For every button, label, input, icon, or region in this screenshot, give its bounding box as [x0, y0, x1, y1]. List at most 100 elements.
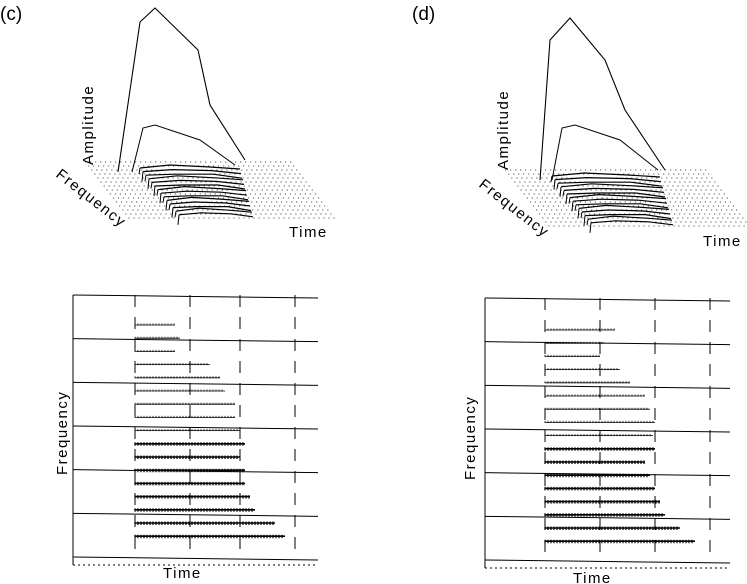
energy-band: [134, 415, 235, 418]
ridge-tick: [174, 211, 177, 218]
ridge-tick: [141, 171, 144, 182]
ridge-line: [157, 185, 247, 192]
row-separator: [484, 297, 731, 302]
row-separator: [72, 556, 319, 561]
ridge-line: [554, 176, 662, 183]
ridge-line: [563, 187, 665, 193]
ridge-tick: [562, 190, 565, 197]
row-separator: [484, 384, 731, 389]
energy-band: [544, 354, 600, 357]
ridge-line: [154, 184, 246, 190]
ridge-tick: [144, 175, 147, 182]
ridge-tick: [550, 175, 553, 183]
panel-c-frequency-label: Frequency: [54, 391, 71, 475]
ridge-tick: [577, 208, 580, 219]
ridge-tick: [150, 182, 153, 189]
panel-c-spectrogram: Frequency Time: [54, 294, 319, 582]
row-separator: [484, 428, 731, 433]
row-separator: [72, 425, 319, 430]
energy-band: [544, 328, 615, 331]
panel-d-secondary-peak: [551, 124, 659, 181]
ridge-tick: [156, 189, 159, 196]
ridge-line: [151, 179, 245, 185]
energy-band: [544, 434, 651, 437]
energy-band: [134, 349, 175, 352]
ridge-line: [590, 220, 674, 226]
energy-band: [134, 363, 208, 366]
ridge-tick: [589, 222, 592, 233]
panel-d-ridge-lines: [550, 172, 674, 233]
row-separator: [72, 338, 319, 343]
ridge-tick: [159, 193, 162, 204]
energy-band: [544, 407, 648, 410]
panel-d-amplitude-label: Amplitude: [495, 90, 512, 170]
ridge-line: [566, 192, 666, 198]
energy-band: [544, 394, 645, 397]
panel-c-amplitude-label: Amplitude: [80, 85, 97, 165]
energy-band: [134, 336, 178, 339]
ridge-line: [569, 193, 667, 200]
ridge-tick: [138, 167, 141, 175]
ridge-line: [142, 168, 242, 175]
ridge-line: [587, 215, 673, 221]
energy-band: [134, 429, 238, 432]
ridge-line: [139, 164, 241, 170]
ridge-tick: [559, 186, 562, 197]
ridge-line: [148, 175, 244, 181]
panel-c-spectrogram-bands: [134, 323, 285, 539]
ridge-line: [169, 201, 251, 207]
ridge-line: [581, 209, 671, 215]
ridge-line: [166, 196, 250, 202]
ridge-tick: [574, 204, 577, 211]
panel-d-surface-frequency-label: Frequency: [476, 176, 553, 241]
ridge-tick: [553, 179, 556, 190]
energy-band: [544, 381, 630, 384]
ridge-tick: [583, 215, 586, 226]
ridge-tick: [171, 207, 174, 218]
ridge-tick: [571, 201, 574, 212]
ridge-tick: [162, 196, 165, 203]
ridge-tick: [177, 214, 180, 225]
energy-band: [134, 402, 235, 405]
ridge-tick: [147, 178, 150, 189]
row-separator: [484, 341, 731, 346]
ridge-tick: [565, 193, 568, 205]
ridge-line: [175, 207, 253, 213]
ridge-line: [145, 173, 243, 179]
ridge-tick: [580, 211, 583, 219]
ridge-line: [172, 206, 252, 212]
energy-band: [544, 368, 618, 371]
ridge-tick: [168, 203, 171, 211]
panel-c-secondary-peak: [131, 124, 236, 173]
ridge-tick: [165, 200, 168, 211]
energy-band: [134, 376, 220, 379]
row-separator: [72, 512, 319, 517]
row-separator: [484, 559, 731, 564]
panel-d-frequency-label: Frequency: [462, 396, 479, 480]
panel-c-surface-time-label: Time: [289, 224, 328, 241]
ridge-tick: [568, 197, 571, 204]
energy-band: [134, 389, 223, 392]
panel-d-label: (d): [412, 4, 435, 25]
energy-band: [134, 323, 175, 326]
ridge-line: [572, 198, 668, 204]
ridge-line: [178, 212, 254, 218]
panel-c-surface-plot: Amplitude Frequency Time: [53, 7, 335, 241]
ridge-line: [160, 190, 248, 196]
panel-c-ridge-lines: [138, 164, 254, 225]
panel-d-surface-plot: Amplitude Frequency Time: [476, 17, 747, 250]
ridge-tick: [153, 185, 156, 197]
ridge-line: [557, 181, 663, 187]
panel-c-time-label: Time: [163, 565, 202, 582]
row-separator: [72, 294, 319, 299]
energy-band: [544, 420, 654, 423]
ridge-line: [584, 214, 672, 220]
ridge-line: [551, 172, 661, 178]
panel-c-label: (c): [0, 4, 22, 25]
energy-band: [544, 341, 603, 344]
panel-d-main-peak: [539, 17, 666, 181]
ridge-line: [163, 195, 249, 201]
ridge-tick: [586, 219, 589, 226]
row-separator: [484, 515, 731, 520]
